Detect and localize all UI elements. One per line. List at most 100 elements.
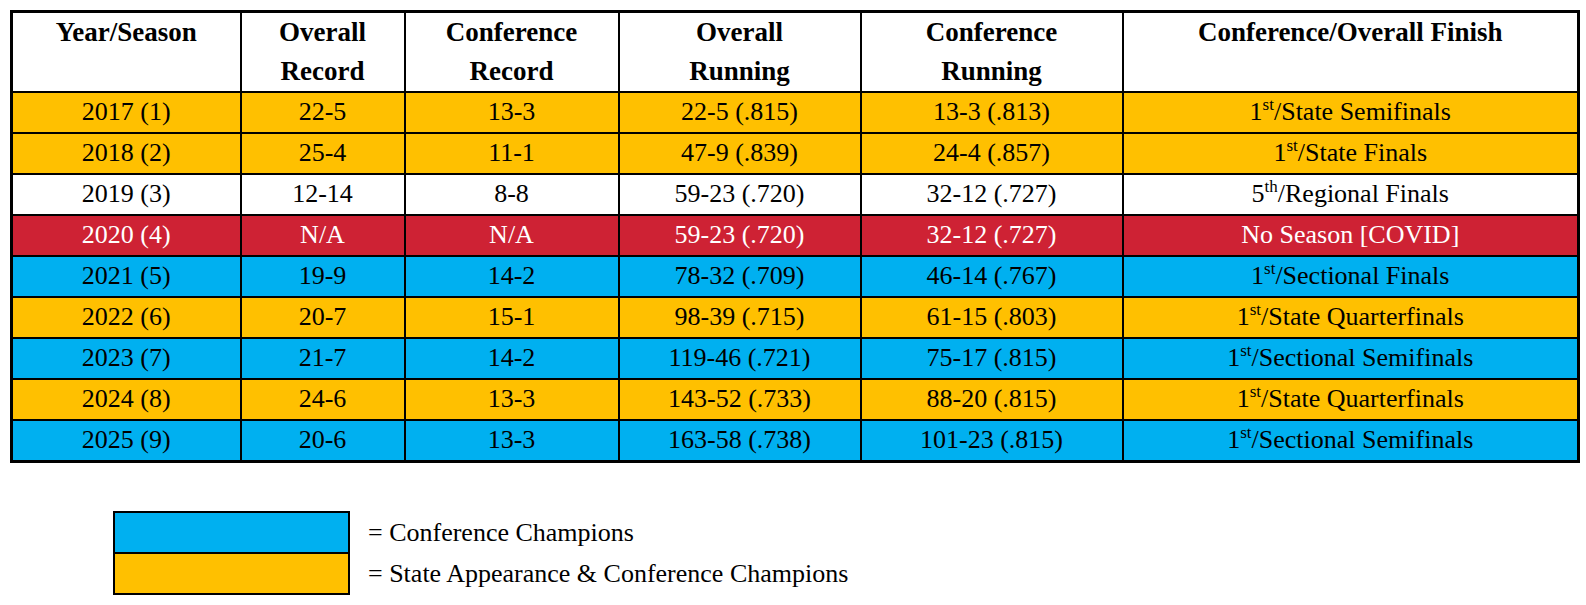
overall-running-cell: 119-46 (.721) bbox=[619, 338, 861, 379]
col-header-conference-overall-finish: Conference/Overall Finish bbox=[1123, 12, 1579, 93]
year-cell: 2020 (4) bbox=[12, 215, 241, 256]
overall-running-cell: 59-23 (.720) bbox=[619, 174, 861, 215]
finish-cell: 1st/Sectional Finals bbox=[1123, 256, 1579, 297]
table-row-2017: 2017 (1) 22-5 13-3 22-5 (.815) 13-3 (.81… bbox=[12, 92, 1579, 133]
col-header-overall-running: Overall Running bbox=[619, 12, 861, 93]
table-header-row: Year/Season Overall Record Conference Re… bbox=[12, 12, 1579, 93]
overall-record-cell: 24-6 bbox=[241, 379, 405, 420]
table-row-2018: 2018 (2) 25-4 11-1 47-9 (.839) 24-4 (.85… bbox=[12, 133, 1579, 174]
conference-record-cell: 11-1 bbox=[405, 133, 619, 174]
finish-ordinal: st bbox=[1250, 383, 1261, 402]
legend-swatch-blue bbox=[113, 511, 350, 554]
finish-main: 5 bbox=[1252, 179, 1265, 208]
finish-rest: /State Finals bbox=[1298, 138, 1427, 167]
conference-running-cell: 46-14 (.767) bbox=[861, 256, 1123, 297]
year-cell: 2022 (6) bbox=[12, 297, 241, 338]
finish-cell: 1st/State Quarterfinals bbox=[1123, 379, 1579, 420]
table-row-2023: 2023 (7) 21-7 14-2 119-46 (.721) 75-17 (… bbox=[12, 338, 1579, 379]
legend-label: = State Appearance & Conference Champion… bbox=[350, 559, 848, 589]
finish-cell: 1st/Sectional Semifinals bbox=[1123, 338, 1579, 379]
finish-ordinal: st bbox=[1264, 260, 1275, 279]
finish-cell: 1st/State Semifinals bbox=[1123, 92, 1579, 133]
finish-cell: 5th/Regional Finals bbox=[1123, 174, 1579, 215]
overall-running-cell: 98-39 (.715) bbox=[619, 297, 861, 338]
year-cell: 2018 (2) bbox=[12, 133, 241, 174]
year-cell: 2019 (3) bbox=[12, 174, 241, 215]
finish-ordinal: st bbox=[1250, 301, 1261, 320]
finish-ordinal: st bbox=[1240, 342, 1251, 361]
finish-main: 1 bbox=[1227, 343, 1240, 372]
conference-running-cell: 61-15 (.803) bbox=[861, 297, 1123, 338]
finish-ordinal: st bbox=[1240, 424, 1251, 443]
col-header-conference-record: Conference Record bbox=[405, 12, 619, 93]
finish-main: 1 bbox=[1237, 384, 1250, 413]
conference-running-cell: 32-12 (.727) bbox=[861, 215, 1123, 256]
overall-record-cell: 21-7 bbox=[241, 338, 405, 379]
table-row-2024: 2024 (8) 24-6 13-3 143-52 (.733) 88-20 (… bbox=[12, 379, 1579, 420]
conference-running-cell: 101-23 (.815) bbox=[861, 420, 1123, 461]
finish-cell: 1st/State Finals bbox=[1123, 133, 1579, 174]
year-cell: 2024 (8) bbox=[12, 379, 241, 420]
year-cell: 2017 (1) bbox=[12, 92, 241, 133]
conference-running-cell: 75-17 (.815) bbox=[861, 338, 1123, 379]
overall-record-cell: N/A bbox=[241, 215, 405, 256]
conference-record-cell: 14-2 bbox=[405, 338, 619, 379]
page: Year/Season Overall Record Conference Re… bbox=[0, 0, 1586, 605]
legend-item-state-appearance-conference-champions: = State Appearance & Conference Champion… bbox=[113, 552, 848, 595]
conference-record-cell: N/A bbox=[405, 215, 619, 256]
season-records-table: Year/Season Overall Record Conference Re… bbox=[10, 10, 1580, 463]
finish-ordinal: st bbox=[1263, 96, 1274, 115]
table-row-2020: 2020 (4) N/A N/A 59-23 (.720) 32-12 (.72… bbox=[12, 215, 1579, 256]
finish-cell: 1st/State Quarterfinals bbox=[1123, 297, 1579, 338]
finish-main: No Season [COVID] bbox=[1241, 220, 1459, 249]
conference-record-cell: 14-2 bbox=[405, 256, 619, 297]
finish-rest: /Sectional Semifinals bbox=[1252, 343, 1474, 372]
finish-main: 1 bbox=[1273, 138, 1286, 167]
overall-record-cell: 20-6 bbox=[241, 420, 405, 461]
conference-running-cell: 24-4 (.857) bbox=[861, 133, 1123, 174]
overall-running-cell: 78-32 (.709) bbox=[619, 256, 861, 297]
finish-ordinal: st bbox=[1286, 137, 1297, 156]
overall-running-cell: 22-5 (.815) bbox=[619, 92, 861, 133]
conference-running-cell: 13-3 (.813) bbox=[861, 92, 1123, 133]
finish-main: 1 bbox=[1250, 97, 1263, 126]
finish-main: 1 bbox=[1227, 425, 1240, 454]
conference-record-cell: 13-3 bbox=[405, 379, 619, 420]
col-header-overall-record: Overall Record bbox=[241, 12, 405, 93]
conference-record-cell: 8-8 bbox=[405, 174, 619, 215]
finish-rest: /State Quarterfinals bbox=[1261, 302, 1464, 331]
overall-running-cell: 163-58 (.738) bbox=[619, 420, 861, 461]
conference-running-cell: 88-20 (.815) bbox=[861, 379, 1123, 420]
table-row-2022: 2022 (6) 20-7 15-1 98-39 (.715) 61-15 (.… bbox=[12, 297, 1579, 338]
overall-record-cell: 12-14 bbox=[241, 174, 405, 215]
conference-record-cell: 13-3 bbox=[405, 420, 619, 461]
year-cell: 2021 (5) bbox=[12, 256, 241, 297]
table-row-2019: 2019 (3) 12-14 8-8 59-23 (.720) 32-12 (.… bbox=[12, 174, 1579, 215]
col-header-conference-running: Conference Running bbox=[861, 12, 1123, 93]
finish-rest: /Regional Finals bbox=[1278, 179, 1449, 208]
conference-record-cell: 13-3 bbox=[405, 92, 619, 133]
table-row-2025: 2025 (9) 20-6 13-3 163-58 (.738) 101-23 … bbox=[12, 420, 1579, 461]
conference-running-cell: 32-12 (.727) bbox=[861, 174, 1123, 215]
overall-running-cell: 47-9 (.839) bbox=[619, 133, 861, 174]
legend-item-conference-champions: = Conference Champions bbox=[113, 511, 848, 554]
conference-record-cell: 15-1 bbox=[405, 297, 619, 338]
overall-running-cell: 143-52 (.733) bbox=[619, 379, 861, 420]
legend: = Conference Champions = State Appearanc… bbox=[113, 511, 848, 595]
overall-record-cell: 20-7 bbox=[241, 297, 405, 338]
finish-rest: /Sectional Semifinals bbox=[1252, 425, 1474, 454]
legend-label: = Conference Champions bbox=[350, 518, 634, 548]
year-cell: 2025 (9) bbox=[12, 420, 241, 461]
col-header-year-season: Year/Season bbox=[12, 12, 241, 93]
overall-record-cell: 22-5 bbox=[241, 92, 405, 133]
overall-record-cell: 19-9 bbox=[241, 256, 405, 297]
year-cell: 2023 (7) bbox=[12, 338, 241, 379]
finish-rest: /Sectional Finals bbox=[1275, 261, 1449, 290]
overall-running-cell: 59-23 (.720) bbox=[619, 215, 861, 256]
finish-cell: No Season [COVID] bbox=[1123, 215, 1579, 256]
finish-ordinal: th bbox=[1265, 178, 1278, 197]
finish-main: 1 bbox=[1251, 261, 1264, 290]
legend-swatch-gold bbox=[113, 552, 350, 595]
finish-cell: 1st/Sectional Semifinals bbox=[1123, 420, 1579, 461]
finish-rest: /State Quarterfinals bbox=[1261, 384, 1464, 413]
